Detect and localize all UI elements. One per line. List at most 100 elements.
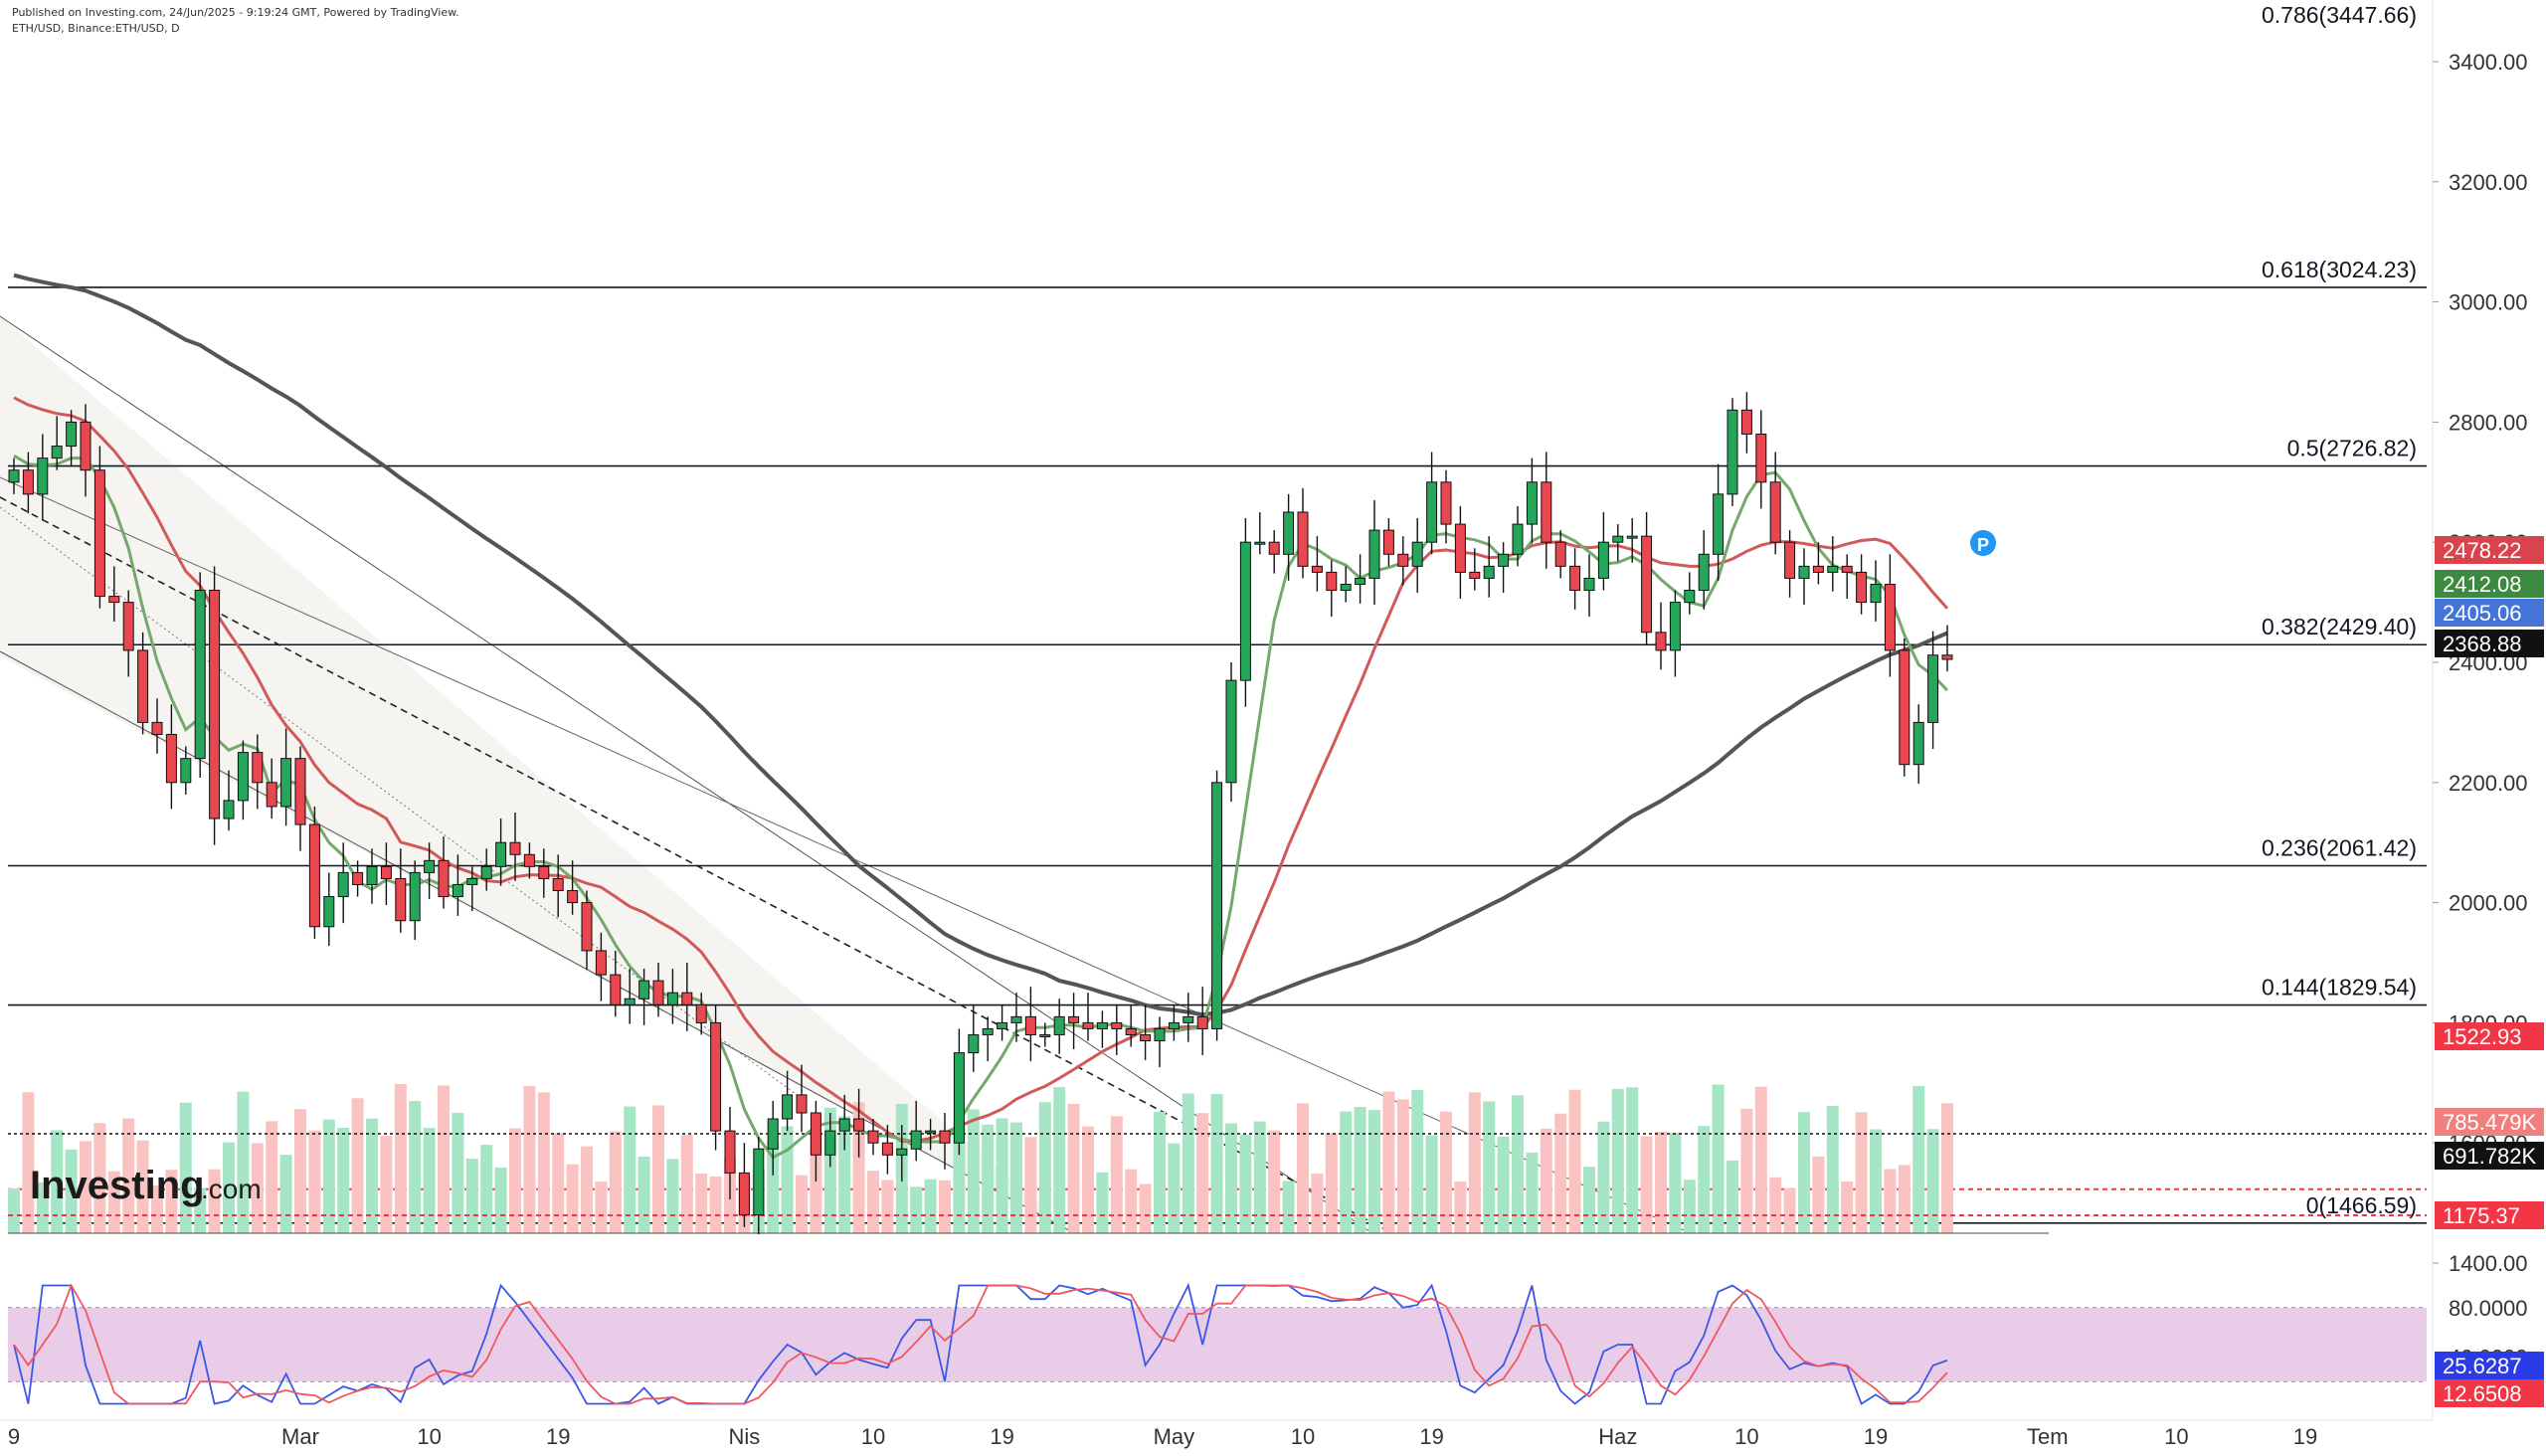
candle-body-89 bbox=[1283, 511, 1295, 555]
volume-bar-66 bbox=[953, 1126, 966, 1233]
candle-130 bbox=[1870, 560, 1882, 622]
candle-body-28 bbox=[409, 871, 421, 922]
candle-body-74 bbox=[1068, 1015, 1080, 1023]
candle-body-9 bbox=[137, 649, 149, 723]
candle-17 bbox=[252, 734, 264, 810]
candle-87 bbox=[1254, 512, 1266, 555]
candle-95 bbox=[1368, 499, 1380, 606]
osc-tag-bg-0 bbox=[2435, 1352, 2544, 1379]
candle-133 bbox=[1912, 704, 1924, 785]
volume-tag-1: 691.782K bbox=[2435, 1142, 2544, 1170]
candle-body-87 bbox=[1254, 541, 1266, 545]
candle-body-11 bbox=[165, 733, 177, 784]
candle-125 bbox=[1798, 548, 1810, 606]
volume-bar-129 bbox=[1855, 1112, 1868, 1233]
candle-body-104 bbox=[1498, 553, 1510, 567]
candle-body-132 bbox=[1899, 649, 1910, 766]
fibonacci-levels: 0.786(3447.66) 0.618(3024.23) 0.5(2726.82)… bbox=[8, 2, 2427, 1224]
candle-101 bbox=[1454, 505, 1466, 599]
candle-113 bbox=[1626, 518, 1638, 563]
candle-112 bbox=[1612, 524, 1624, 562]
candle-body-44 bbox=[638, 980, 650, 1000]
candle-body-32 bbox=[466, 877, 478, 885]
candle-body-4 bbox=[66, 421, 78, 448]
candle-body-111 bbox=[1597, 541, 1609, 579]
candle-30 bbox=[438, 836, 450, 909]
candle-body-2 bbox=[37, 457, 49, 495]
volume-bar-12 bbox=[179, 1102, 192, 1233]
osc-tag-1: 12.6508 bbox=[2435, 1379, 2544, 1407]
candle-body-42 bbox=[610, 974, 622, 1005]
candle-body-23 bbox=[337, 871, 349, 898]
candle-111 bbox=[1597, 512, 1609, 591]
volume-tag-text-0: 785.479K bbox=[2443, 1110, 2537, 1135]
candle-body-63 bbox=[910, 1130, 922, 1150]
candle-body-26 bbox=[380, 865, 392, 879]
candle-body-7 bbox=[108, 596, 120, 604]
price-tick-label-9: 3200.00 bbox=[2449, 170, 2528, 195]
candle-body-37 bbox=[538, 865, 550, 879]
candle-15 bbox=[223, 770, 235, 831]
volume-bar-101 bbox=[1454, 1181, 1467, 1233]
price-tag-2: 2405.06 bbox=[2435, 599, 2544, 627]
candle-body-1 bbox=[22, 469, 34, 495]
candle-0 bbox=[8, 457, 20, 494]
candle-body-106 bbox=[1526, 481, 1538, 525]
volume-bar-100 bbox=[1440, 1111, 1452, 1233]
volume-bar-83 bbox=[1196, 1113, 1209, 1233]
volume-bar-102 bbox=[1468, 1092, 1481, 1233]
volume-bar-19 bbox=[279, 1155, 292, 1233]
published-note: Published on Investing.com, 24/Jun/2025 … bbox=[12, 6, 459, 19]
volume-bar-11 bbox=[165, 1170, 178, 1233]
candle-47 bbox=[681, 963, 693, 1031]
volume-bar-98 bbox=[1411, 1089, 1424, 1233]
price-tag-text-2: 2405.06 bbox=[2443, 601, 2522, 626]
candle-65 bbox=[939, 1113, 951, 1170]
candle-93 bbox=[1340, 566, 1352, 603]
candle-8 bbox=[122, 590, 134, 677]
time-tick-label-7: May bbox=[1154, 1424, 1195, 1449]
volume-bar-113 bbox=[1626, 1087, 1639, 1233]
candle-123 bbox=[1769, 452, 1781, 555]
candle-72 bbox=[1039, 1022, 1051, 1047]
candle-38 bbox=[552, 854, 564, 918]
candle-body-16 bbox=[237, 752, 249, 802]
price-tag-3: 2368.88 bbox=[2435, 630, 2544, 657]
candle-61 bbox=[881, 1125, 893, 1175]
price-tick-label-0: 1400.00 bbox=[2449, 1251, 2528, 1276]
p-marker: P bbox=[1970, 530, 1996, 556]
candle-body-99 bbox=[1426, 481, 1438, 543]
candle-132 bbox=[1899, 637, 1910, 777]
candle-106 bbox=[1526, 457, 1538, 544]
oscillator-line-1 bbox=[13, 1283, 1948, 1405]
candle-57 bbox=[824, 1113, 836, 1168]
candle-70 bbox=[1010, 993, 1022, 1042]
volume-bar-28 bbox=[409, 1101, 422, 1233]
candle-89 bbox=[1283, 493, 1295, 581]
candle-body-118 bbox=[1698, 553, 1710, 592]
candle-7 bbox=[108, 566, 120, 622]
volume-tag-0: 785.479K bbox=[2435, 1108, 2544, 1136]
candle-body-72 bbox=[1039, 1033, 1051, 1037]
volume-bar-1 bbox=[22, 1092, 35, 1233]
volume-bar-74 bbox=[1067, 1103, 1080, 1233]
candle-body-134 bbox=[1927, 654, 1939, 723]
candle-14 bbox=[209, 566, 221, 845]
volume-bar-31 bbox=[452, 1113, 464, 1233]
candle-body-27 bbox=[395, 877, 407, 922]
candle-119 bbox=[1713, 463, 1725, 581]
candle-10 bbox=[151, 698, 163, 754]
candle-body-49 bbox=[710, 1021, 722, 1132]
candle-21 bbox=[308, 806, 320, 939]
candle-body-117 bbox=[1684, 590, 1696, 604]
candle-body-112 bbox=[1612, 535, 1624, 543]
osc-tick-label-0: 80.0000 bbox=[2449, 1296, 2528, 1321]
candle-body-46 bbox=[666, 992, 678, 1005]
candle-43 bbox=[624, 969, 636, 1024]
candle-body-33 bbox=[480, 865, 492, 879]
candle-body-123 bbox=[1769, 481, 1781, 543]
candle-body-73 bbox=[1053, 1015, 1065, 1035]
volume-bar-122 bbox=[1754, 1086, 1767, 1233]
candle-54 bbox=[782, 1070, 794, 1132]
volume-bar-34 bbox=[494, 1167, 507, 1233]
